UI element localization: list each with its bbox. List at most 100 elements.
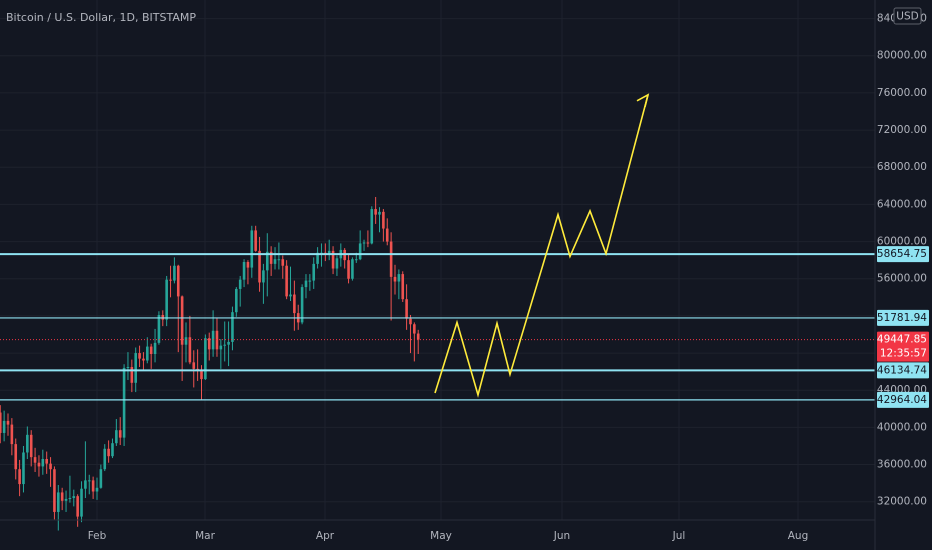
y-tick-label: 80000.00: [877, 50, 927, 62]
candle-body: [80, 488, 83, 517]
candle-body: [235, 288, 238, 313]
candle-body: [95, 487, 99, 492]
candle-body: [10, 424, 14, 445]
candle-body: [192, 362, 196, 369]
candle-body: [41, 458, 45, 467]
grid: [0, 0, 875, 520]
candle-body: [285, 265, 288, 297]
candle-body: [37, 462, 41, 467]
y-tick-label: 68000.00: [877, 161, 927, 173]
candle-body: [142, 358, 145, 361]
last-price-box: [877, 331, 929, 362]
x-tick-label: Mar: [195, 530, 215, 542]
candle-body: [18, 469, 21, 485]
x-tick-label: Feb: [88, 530, 107, 542]
candle-body: [134, 353, 137, 383]
candle-body: [362, 242, 366, 244]
candle-body: [258, 250, 261, 283]
chart-title: Bitcoin / U.S. Dollar, 1D, BITSTAMP: [6, 11, 196, 24]
candle-body: [354, 259, 358, 261]
y-tick-label: 72000.00: [877, 124, 927, 136]
candle-body: [231, 312, 234, 342]
candle-body: [293, 294, 296, 314]
candle-body: [366, 242, 370, 244]
candle-body: [200, 369, 203, 380]
candle-body: [204, 338, 207, 380]
candle-body: [416, 333, 420, 340]
candle-body: [413, 324, 416, 334]
candle-body: [358, 243, 362, 260]
candle-body: [126, 367, 130, 369]
candle-body: [219, 345, 223, 350]
x-tick-label: Jul: [672, 530, 686, 542]
level-label: 46134.74: [877, 364, 927, 376]
candle-body: [196, 368, 199, 370]
candle-body: [64, 498, 68, 501]
candle-body: [68, 498, 72, 500]
candle-body: [250, 230, 254, 268]
candle-body: [60, 492, 64, 501]
candle-body: [122, 367, 126, 438]
marks: [0, 93, 875, 531]
candle-body: [91, 480, 95, 492]
candle-body: [111, 443, 114, 457]
projection-arrowhead: [636, 93, 650, 107]
level-label: 51781.94: [877, 312, 927, 324]
candle-body: [99, 469, 103, 488]
y-tick-label: 36000.00: [877, 459, 927, 471]
candle-body: [165, 279, 168, 320]
candle-body: [76, 496, 79, 517]
candle-body: [157, 314, 161, 343]
level-label: 58654.75: [877, 248, 927, 260]
y-tick-label: 76000.00: [877, 87, 927, 99]
y-tick-label: 32000.00: [877, 496, 927, 508]
level-label-box: [877, 246, 929, 263]
level-label-box: [877, 309, 929, 326]
candle-body: [49, 463, 52, 470]
candle-body: [176, 265, 180, 297]
candle-body: [53, 469, 56, 512]
candle-body: [22, 452, 25, 485]
candle-body: [33, 457, 37, 463]
y-tick-label: 60000.00: [877, 236, 927, 248]
candle-body: [161, 314, 165, 320]
x-tick-label: Aug: [788, 530, 809, 542]
candle-body: [246, 262, 250, 268]
level-label: 42964.04: [877, 394, 927, 406]
level-label-box: [877, 362, 929, 379]
candle-body: [2, 420, 6, 433]
candle-body: [265, 251, 269, 271]
candle-body: [277, 259, 281, 261]
candle-body: [316, 252, 319, 264]
candle-body: [254, 230, 257, 251]
candle-body: [385, 228, 389, 242]
candle-body: [115, 430, 118, 444]
candle-body: [300, 287, 304, 323]
x-tick-label: Jun: [553, 530, 570, 542]
candle-body: [401, 274, 405, 300]
y-tick-label: 40000.00: [877, 421, 927, 433]
candle-body: [14, 444, 18, 470]
candle-body: [374, 209, 377, 215]
candle-body: [29, 434, 33, 458]
last-price-label: 49447.85: [877, 334, 927, 346]
candle-body: [335, 258, 339, 269]
candle-body: [149, 346, 153, 354]
candle-body: [331, 250, 335, 269]
x-tick-label: May: [430, 530, 452, 542]
candle-body: [370, 209, 374, 244]
candle-body: [207, 338, 211, 350]
candle-body: [227, 341, 230, 345]
candle-body: [72, 496, 76, 499]
candle-body: [347, 260, 350, 279]
candle-body: [405, 299, 408, 319]
candle-body: [84, 480, 87, 489]
candle-body: [6, 420, 10, 425]
currency-badge: [893, 7, 922, 25]
countdown-label: 12:35:57: [880, 348, 927, 360]
level-label-box: [877, 391, 929, 408]
candle-body: [262, 270, 265, 283]
candle-body: [146, 346, 149, 361]
candle-body: [389, 241, 393, 277]
y-tick-label: 56000.00: [877, 273, 927, 285]
